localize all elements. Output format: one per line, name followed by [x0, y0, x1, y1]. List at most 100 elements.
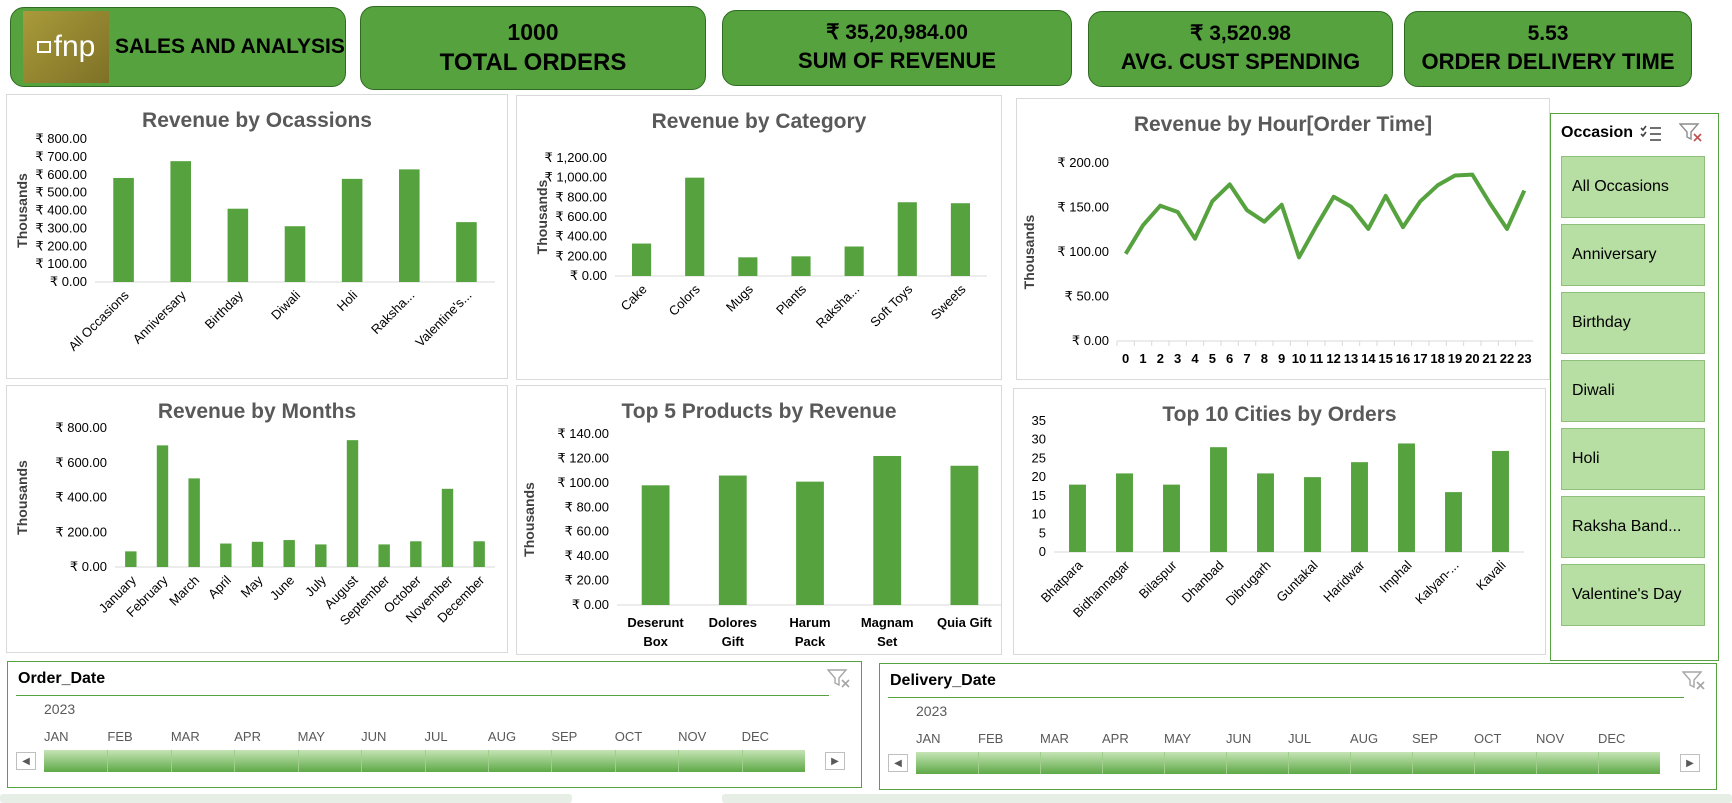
timeline-month[interactable]: SEP [1412, 731, 1439, 746]
timeline-month[interactable]: AUG [487, 729, 517, 744]
kpi-total-orders: 1000 TOTAL ORDERS [360, 6, 706, 90]
occasion-item[interactable]: Holi [1561, 428, 1705, 490]
occasion-item[interactable]: Diwali [1561, 360, 1705, 422]
timeline-segment-divider [1288, 752, 1289, 774]
x-tick-label: May [238, 572, 266, 600]
x-tick-label: 12 [1326, 351, 1340, 366]
timeline-selection-bar[interactable] [44, 750, 805, 772]
clear-filter-icon[interactable] [827, 668, 851, 688]
x-tick-label: All Occasions [65, 287, 132, 354]
y-tick-label: ₹ 20.00 [565, 573, 609, 588]
timeline-month[interactable]: NOV [1536, 731, 1565, 746]
occasion-item[interactable]: Valentine's Day [1561, 564, 1705, 626]
bar [873, 455, 902, 605]
bar [897, 202, 917, 276]
timeline-month[interactable]: JAN [916, 731, 941, 746]
timeline-divider [888, 697, 1684, 698]
occasion-item[interactable]: Anniversary [1561, 224, 1705, 286]
y-tick-label: ₹ 0.00 [572, 597, 609, 612]
bar [738, 257, 758, 276]
chart-svg: Revenue by Ocassions ₹ 0.00 ₹ 100.00 ₹ 200.… [14, 109, 495, 354]
timeline-month[interactable]: OCT [614, 729, 643, 744]
timeline-scroll-right-icon[interactable]: ▶ [825, 752, 845, 770]
timeline-month[interactable]: JUL [424, 729, 448, 744]
timeline-month[interactable]: FEB [107, 729, 133, 744]
timeline-month[interactable]: JUL [1288, 731, 1312, 746]
y-axis-label: Thousands [521, 482, 537, 557]
y-tick-label: ₹ 100.00 [35, 256, 87, 271]
bar [791, 256, 811, 276]
timeline-segment-divider [678, 750, 680, 772]
x-tick-label: Quia Gift [937, 615, 993, 630]
kpi-value: 5.53 [1527, 22, 1569, 45]
timeline-month[interactable]: MAY [1164, 731, 1192, 746]
bar [1492, 450, 1509, 552]
horizontal-scrollbar-right[interactable] [722, 794, 1732, 803]
occasion-item[interactable]: All Occasions [1561, 156, 1705, 218]
occasion-slicer: Occasion All Occasions Anniversary Birth… [1550, 113, 1719, 661]
y-tick-label: ₹ 1,200.00 [545, 150, 608, 165]
bar [1304, 477, 1321, 552]
clear-filter-icon[interactable] [1682, 670, 1706, 690]
timeline-month[interactable]: MAY [297, 729, 325, 744]
kpi-value: 1000 [507, 19, 559, 45]
x-tick-label: Birthday [202, 287, 247, 332]
bar [844, 246, 864, 276]
timeline-month[interactable]: JUN [361, 729, 387, 744]
bar [341, 178, 363, 282]
timeline-scroll-left-icon[interactable]: ◀ [16, 752, 36, 770]
timeline-month[interactable]: APR [1102, 731, 1129, 746]
timeline-segment-divider [978, 752, 979, 774]
y-axis-label: Thousands [1021, 214, 1037, 289]
timeline-month[interactable]: APR [234, 729, 261, 744]
chart-svg: Top 5 Products by Revenue ₹ 0.00 ₹ 20.00 ₹ … [521, 400, 1001, 649]
delivery-date-timeline: Delivery_Date 2023 JAN FEB MAR APR MAY JUN JUL A… [879, 663, 1717, 790]
timeline-month[interactable]: NOV [678, 729, 707, 744]
timeline-month[interactable]: FEB [978, 731, 1004, 746]
timeline-month[interactable]: MAR [170, 729, 200, 744]
y-tick-label: 5 [1039, 525, 1046, 540]
kpi-delivery-time: 5.53 ORDER DELIVERY TIME [1404, 11, 1692, 87]
timeline-month[interactable]: OCT [1474, 731, 1502, 746]
timeline-month[interactable]: DEC [741, 729, 770, 744]
timeline-segment-divider [1040, 752, 1041, 774]
y-tick-label: ₹ 140.00 [557, 426, 609, 441]
timeline-month[interactable]: JAN [44, 729, 69, 744]
timeline-year: 2023 [916, 703, 948, 719]
timeline-selection-bar[interactable] [916, 752, 1660, 774]
timeline-segment-divider [107, 750, 109, 772]
y-tick-label: ₹ 300.00 [35, 220, 87, 235]
timeline-month[interactable]: AUG [1350, 731, 1379, 746]
bar [1116, 473, 1133, 552]
chart-title: Revenue by Hour[Order Time] [1134, 113, 1432, 136]
chart-svg: Top 10 Cities by Orders 0 5 10 15 20 25 30 35 Bha… [1032, 403, 1524, 620]
horizontal-scrollbar-left[interactable] [0, 794, 572, 803]
timeline-month[interactable]: MAR [1040, 731, 1069, 746]
timeline-segment-divider [361, 750, 363, 772]
y-tick-label: ₹ 100.00 [557, 475, 609, 490]
y-tick-label: ₹ 400.00 [55, 490, 107, 505]
timeline-divider [16, 695, 829, 696]
timeline-scroll-right-icon[interactable]: ▶ [1680, 754, 1700, 772]
multi-select-icon[interactable] [1639, 124, 1663, 144]
x-tick-label: Colors [666, 281, 704, 319]
timeline-month[interactable]: JUN [1226, 731, 1252, 746]
x-tick-label: 0 [1122, 351, 1129, 366]
timeline-month[interactable]: SEP [551, 729, 578, 744]
chart-title: Top 10 Cities by Orders [1162, 403, 1396, 426]
timeline-scroll-left-icon[interactable]: ◀ [888, 754, 908, 772]
bar [641, 485, 670, 605]
chart-title: Top 5 Products by Revenue [622, 400, 897, 423]
timeline-segment-divider [1474, 752, 1475, 774]
bar [125, 551, 137, 567]
x-tick-label: 22 [1500, 351, 1514, 366]
timeline-month[interactable]: DEC [1598, 731, 1626, 746]
occasion-item[interactable]: Birthday [1561, 292, 1705, 354]
x-tick-label: March [166, 573, 202, 609]
occasion-item[interactable]: Raksha Band... [1561, 496, 1705, 558]
y-tick-label: ₹ 800.00 [35, 131, 87, 146]
timeline-segment-divider [1598, 752, 1599, 774]
clear-filter-icon[interactable] [1679, 122, 1703, 142]
chart-svg: Revenue by Category ₹ 0.00 ₹ 200.00 ₹ 400.0… [534, 110, 987, 331]
chart-revenue-by-category: Revenue by Category ₹ 0.00 ₹ 200.00 ₹ 400.0… [516, 95, 1002, 380]
